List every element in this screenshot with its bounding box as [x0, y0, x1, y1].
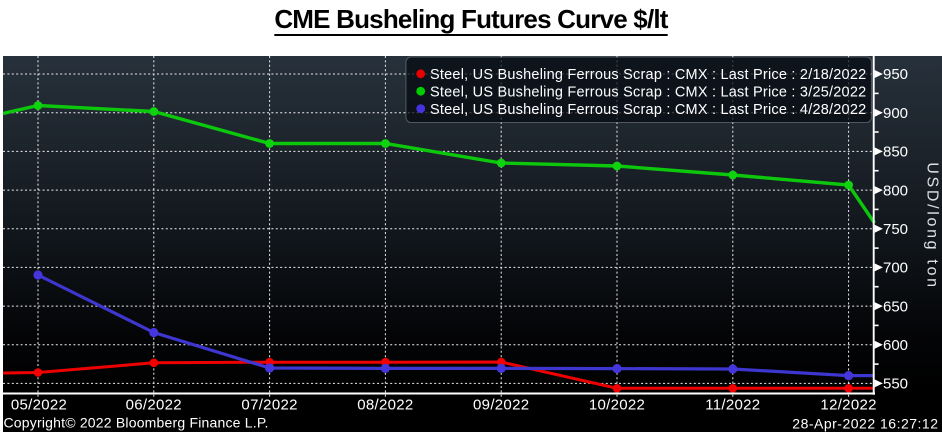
svg-text:650: 650: [883, 298, 908, 315]
svg-text:Copyright© 2022 Bloomberg Fina: Copyright© 2022 Bloomberg Finance L.P.: [4, 415, 269, 431]
svg-text:05/2022: 05/2022: [11, 397, 67, 414]
svg-text:28-Apr-2022 16:27:12: 28-Apr-2022 16:27:12: [792, 415, 938, 431]
svg-text:06/2022: 06/2022: [126, 397, 182, 414]
svg-text:700: 700: [883, 260, 908, 277]
svg-text:Steel, US Busheling Ferrous Sc: Steel, US Busheling Ferrous Scrap : CMX …: [430, 102, 866, 118]
svg-text:950: 950: [883, 66, 908, 83]
svg-text:11/2022: 11/2022: [705, 397, 760, 414]
svg-text:08/2022: 08/2022: [357, 397, 413, 414]
svg-text:850: 850: [883, 144, 908, 161]
svg-text:USD/long ton: USD/long ton: [924, 162, 941, 290]
svg-text:12/2022: 12/2022: [820, 397, 876, 414]
svg-text:800: 800: [883, 182, 908, 199]
svg-text:600: 600: [883, 337, 908, 354]
svg-text:07/2022: 07/2022: [241, 397, 297, 414]
svg-text:900: 900: [883, 105, 908, 122]
svg-text:10/2022: 10/2022: [589, 397, 645, 414]
svg-text:Steel, US Busheling Ferrous Sc: Steel, US Busheling Ferrous Scrap : CMX …: [430, 67, 866, 83]
svg-text:09/2022: 09/2022: [473, 397, 529, 414]
svg-text:Steel, US Busheling Ferrous Sc: Steel, US Busheling Ferrous Scrap : CMX …: [430, 85, 866, 101]
svg-text:750: 750: [883, 221, 908, 238]
svg-text:550: 550: [883, 376, 908, 393]
